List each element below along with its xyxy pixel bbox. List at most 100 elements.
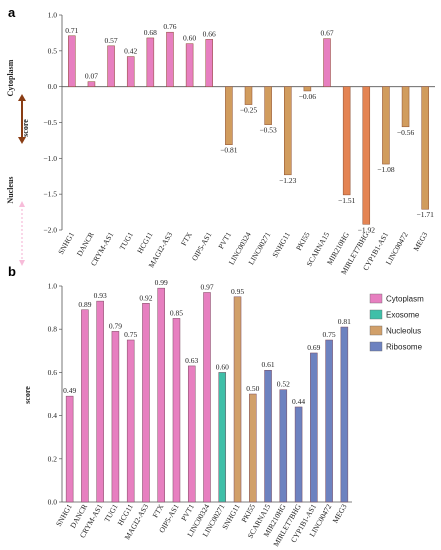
panel-b-bar bbox=[340, 326, 349, 503]
panel-a-x-tick-label: TUG1 bbox=[118, 230, 136, 251]
panel-a-data-label: −1.08 bbox=[377, 165, 395, 174]
panel-b-data-label: 0.75 bbox=[124, 330, 137, 339]
panel-b-bar bbox=[142, 303, 150, 503]
panel-a-y-tick-label: −1.0 bbox=[43, 154, 57, 163]
panel-b-data-label: 0.89 bbox=[78, 300, 91, 309]
panel-a-data-label: 0.76 bbox=[163, 22, 176, 31]
legend-label: Exosome bbox=[386, 311, 420, 320]
panel-b-bar bbox=[81, 309, 89, 503]
panel-b-data-label: 0.63 bbox=[185, 356, 198, 365]
panel-b-bar bbox=[111, 331, 120, 503]
panel-a-data-label: 0.42 bbox=[124, 47, 137, 56]
panel-a-x-tick-label: PVT1 bbox=[216, 230, 233, 250]
panel-b-y-tick-label: 0.2 bbox=[48, 454, 58, 463]
panel-a-bar bbox=[126, 56, 135, 87]
panel-a-letter: a bbox=[8, 5, 16, 20]
legend-label: Nucleolus bbox=[386, 327, 421, 336]
panel-a-y-tick-label: −2.0 bbox=[43, 226, 57, 235]
panel-b-data-label: 0.95 bbox=[231, 287, 244, 296]
panel-b-bar bbox=[325, 339, 333, 503]
panel-b-y-tick-label: 0.8 bbox=[48, 325, 58, 334]
panel-a-x-tick-label: PKI55 bbox=[294, 230, 312, 252]
panel-a-x-tick-label: DANCR bbox=[75, 231, 96, 258]
panel-a-brown-arrow-down-head bbox=[18, 137, 26, 144]
panel-a-bar bbox=[323, 38, 331, 87]
panel-b-data-label: 0.92 bbox=[139, 293, 152, 302]
panel-a-nucleus-label: Nucleus bbox=[6, 176, 15, 203]
panel-a-bar bbox=[401, 86, 410, 128]
legend-label: Ribosome bbox=[386, 343, 423, 352]
panel-a-bar bbox=[244, 86, 253, 105]
panel-b-data-label: 0.93 bbox=[94, 291, 107, 300]
panel-a-pink-arrow-up-head bbox=[19, 201, 25, 207]
panel-b-data-label: 0.50 bbox=[246, 384, 259, 393]
panel-b-bar bbox=[264, 369, 272, 503]
panel-b-y-axis-title: score bbox=[23, 386, 32, 404]
panel-b-bar bbox=[187, 365, 196, 503]
panel-a-bar bbox=[284, 86, 292, 176]
panel-a-data-label: −1.51 bbox=[338, 196, 356, 205]
panel-a-data-label: −0.81 bbox=[220, 146, 238, 155]
panel-a-pink-arrow-down-head bbox=[19, 260, 25, 266]
panel-b-data-label: 0.60 bbox=[216, 362, 229, 371]
panel-b-bar bbox=[157, 287, 165, 503]
panel-a-bar bbox=[146, 37, 155, 87]
panel-a-bar bbox=[166, 31, 174, 87]
panel-b-y-tick-label: 1.0 bbox=[48, 282, 58, 291]
panel-a-bar bbox=[303, 86, 312, 92]
panel-b-bar bbox=[310, 352, 318, 503]
panel-a-bar bbox=[87, 81, 96, 87]
panel-b-y-tick-label: 0.6 bbox=[48, 368, 58, 377]
panel-a-data-label: −1.92 bbox=[358, 225, 376, 234]
panel-b-data-label: 0.52 bbox=[277, 380, 290, 389]
panel-a-brown-arrow-up-head bbox=[18, 94, 26, 101]
panel-a-x-tick-label: SNHG1 bbox=[56, 230, 76, 256]
panel-a-bar bbox=[205, 39, 213, 87]
panel-b-bar bbox=[294, 406, 303, 503]
panel-a-y-tick-label: 0.5 bbox=[48, 46, 58, 55]
panel-b-data-label: 0.79 bbox=[109, 321, 122, 330]
panel-a-bar bbox=[185, 43, 194, 87]
panel-b-bar bbox=[218, 372, 227, 503]
panel-b-data-label: 0.61 bbox=[261, 360, 274, 369]
panel-a-data-label: −0.06 bbox=[299, 92, 317, 101]
panel-b-x-tick-label: FTX bbox=[151, 502, 166, 519]
panel-a-data-label: −0.25 bbox=[240, 106, 258, 115]
panel-a-bar bbox=[107, 45, 115, 87]
panel-b-data-label: 0.85 bbox=[170, 308, 183, 317]
panel-b-bar bbox=[172, 318, 181, 503]
panel-b-bar bbox=[203, 292, 211, 503]
panel-a-bar bbox=[225, 86, 233, 145]
panel-a-x-tick-label: SNHG11 bbox=[270, 230, 292, 259]
panel-a-data-label: 0.66 bbox=[203, 29, 216, 38]
panel-a-bar bbox=[342, 86, 351, 196]
panel-b-bar bbox=[279, 389, 288, 503]
panel-b-letter: b bbox=[8, 264, 16, 279]
panel-a-data-label: 0.67 bbox=[320, 29, 333, 38]
panel-a-y-tick-label: −0.5 bbox=[43, 118, 57, 127]
panel-a-y-tick-label: 0.0 bbox=[48, 82, 58, 91]
panel-b-bar bbox=[65, 395, 74, 503]
panel-b-y-tick-label: 0.0 bbox=[48, 498, 58, 507]
panel-a-y-axis-title: score bbox=[21, 119, 30, 137]
legend-swatch bbox=[369, 341, 383, 352]
panel-b-data-label: 0.75 bbox=[323, 330, 336, 339]
panel-b-data-label: 0.97 bbox=[200, 282, 213, 291]
panel-a-cytoplasm-label: Cytoplasm bbox=[6, 59, 15, 96]
panel-a-data-label: 0.57 bbox=[105, 36, 118, 45]
panel-b-x-tick-label: MEG3 bbox=[331, 502, 349, 524]
panel-b-bar bbox=[126, 339, 135, 503]
panel-a-bar bbox=[382, 86, 390, 165]
panel-a-bar bbox=[68, 35, 76, 87]
panel-a-data-label: −0.56 bbox=[397, 128, 415, 137]
panel-b-bar bbox=[249, 393, 257, 503]
panel-b-data-label: 0.44 bbox=[292, 397, 305, 406]
panel-a-data-label: 0.68 bbox=[144, 28, 157, 37]
panel-b-data-label: 0.99 bbox=[155, 278, 168, 287]
panel-a-x-tick-label: FTX bbox=[179, 230, 194, 247]
panel-a-data-label: 0.60 bbox=[183, 34, 196, 43]
panel-a-x-tick-label: HCG11 bbox=[135, 230, 154, 255]
panel-a-bar bbox=[264, 86, 272, 125]
panel-a-y-tick-label: −1.5 bbox=[43, 190, 57, 199]
